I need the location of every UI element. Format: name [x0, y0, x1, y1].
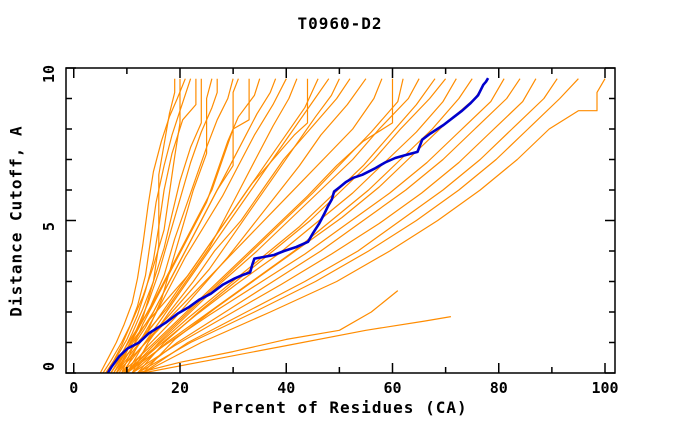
- y-tick-label: 0: [40, 362, 58, 371]
- model-curve: [131, 78, 537, 374]
- model-curve: [123, 78, 287, 374]
- y-axis-label: Distance Cutoff, A: [6, 125, 26, 317]
- x-tick-label: 100: [591, 379, 618, 397]
- model-curve: [105, 78, 192, 374]
- x-tick-label: 40: [277, 379, 295, 397]
- model-curve: [110, 78, 202, 374]
- model-curve: [137, 78, 521, 374]
- model-curve: [110, 78, 176, 374]
- axis-ticks: [66, 67, 615, 374]
- model-curve: [131, 78, 420, 374]
- y-tick-label: 10: [40, 65, 58, 83]
- model-curve: [126, 78, 457, 374]
- model-curve: [115, 78, 277, 374]
- model-curve: [113, 78, 234, 374]
- model-curve: [107, 78, 197, 374]
- model-curve: [137, 290, 399, 374]
- model-curve: [123, 78, 436, 374]
- model-curve: [131, 78, 473, 374]
- y-tick-label: 5: [40, 222, 58, 231]
- x-tick-label: 60: [383, 379, 401, 397]
- x-tick-labels: 0 20 40 60 80 100: [69, 379, 618, 397]
- model-curve: [126, 78, 330, 374]
- x-tick-label: 80: [490, 379, 508, 397]
- model-curve: [131, 78, 351, 374]
- orange-model-curves: [99, 78, 606, 374]
- x-tick-label: 20: [171, 379, 189, 397]
- model-curve: [126, 78, 505, 374]
- blue-highlighted-curve: [106, 77, 490, 374]
- model-curve: [126, 78, 404, 374]
- model-curve: [115, 78, 319, 374]
- x-axis-label: Percent of Residues (CA): [212, 398, 468, 417]
- model-curve: [126, 78, 367, 374]
- model-curve: [142, 78, 558, 374]
- model-curve: [142, 316, 452, 374]
- x-tick-label: 0: [69, 379, 78, 397]
- model-curve: [121, 78, 261, 374]
- model-curve: [121, 78, 394, 374]
- model-curve: [142, 78, 606, 374]
- y-tick-labels: 0 5 10: [40, 65, 58, 371]
- model-curve: [102, 78, 181, 374]
- model-curve: [105, 78, 250, 374]
- model-curve: [137, 78, 447, 374]
- model-curve: [137, 78, 579, 374]
- plot-title: T0960-D2: [297, 14, 383, 33]
